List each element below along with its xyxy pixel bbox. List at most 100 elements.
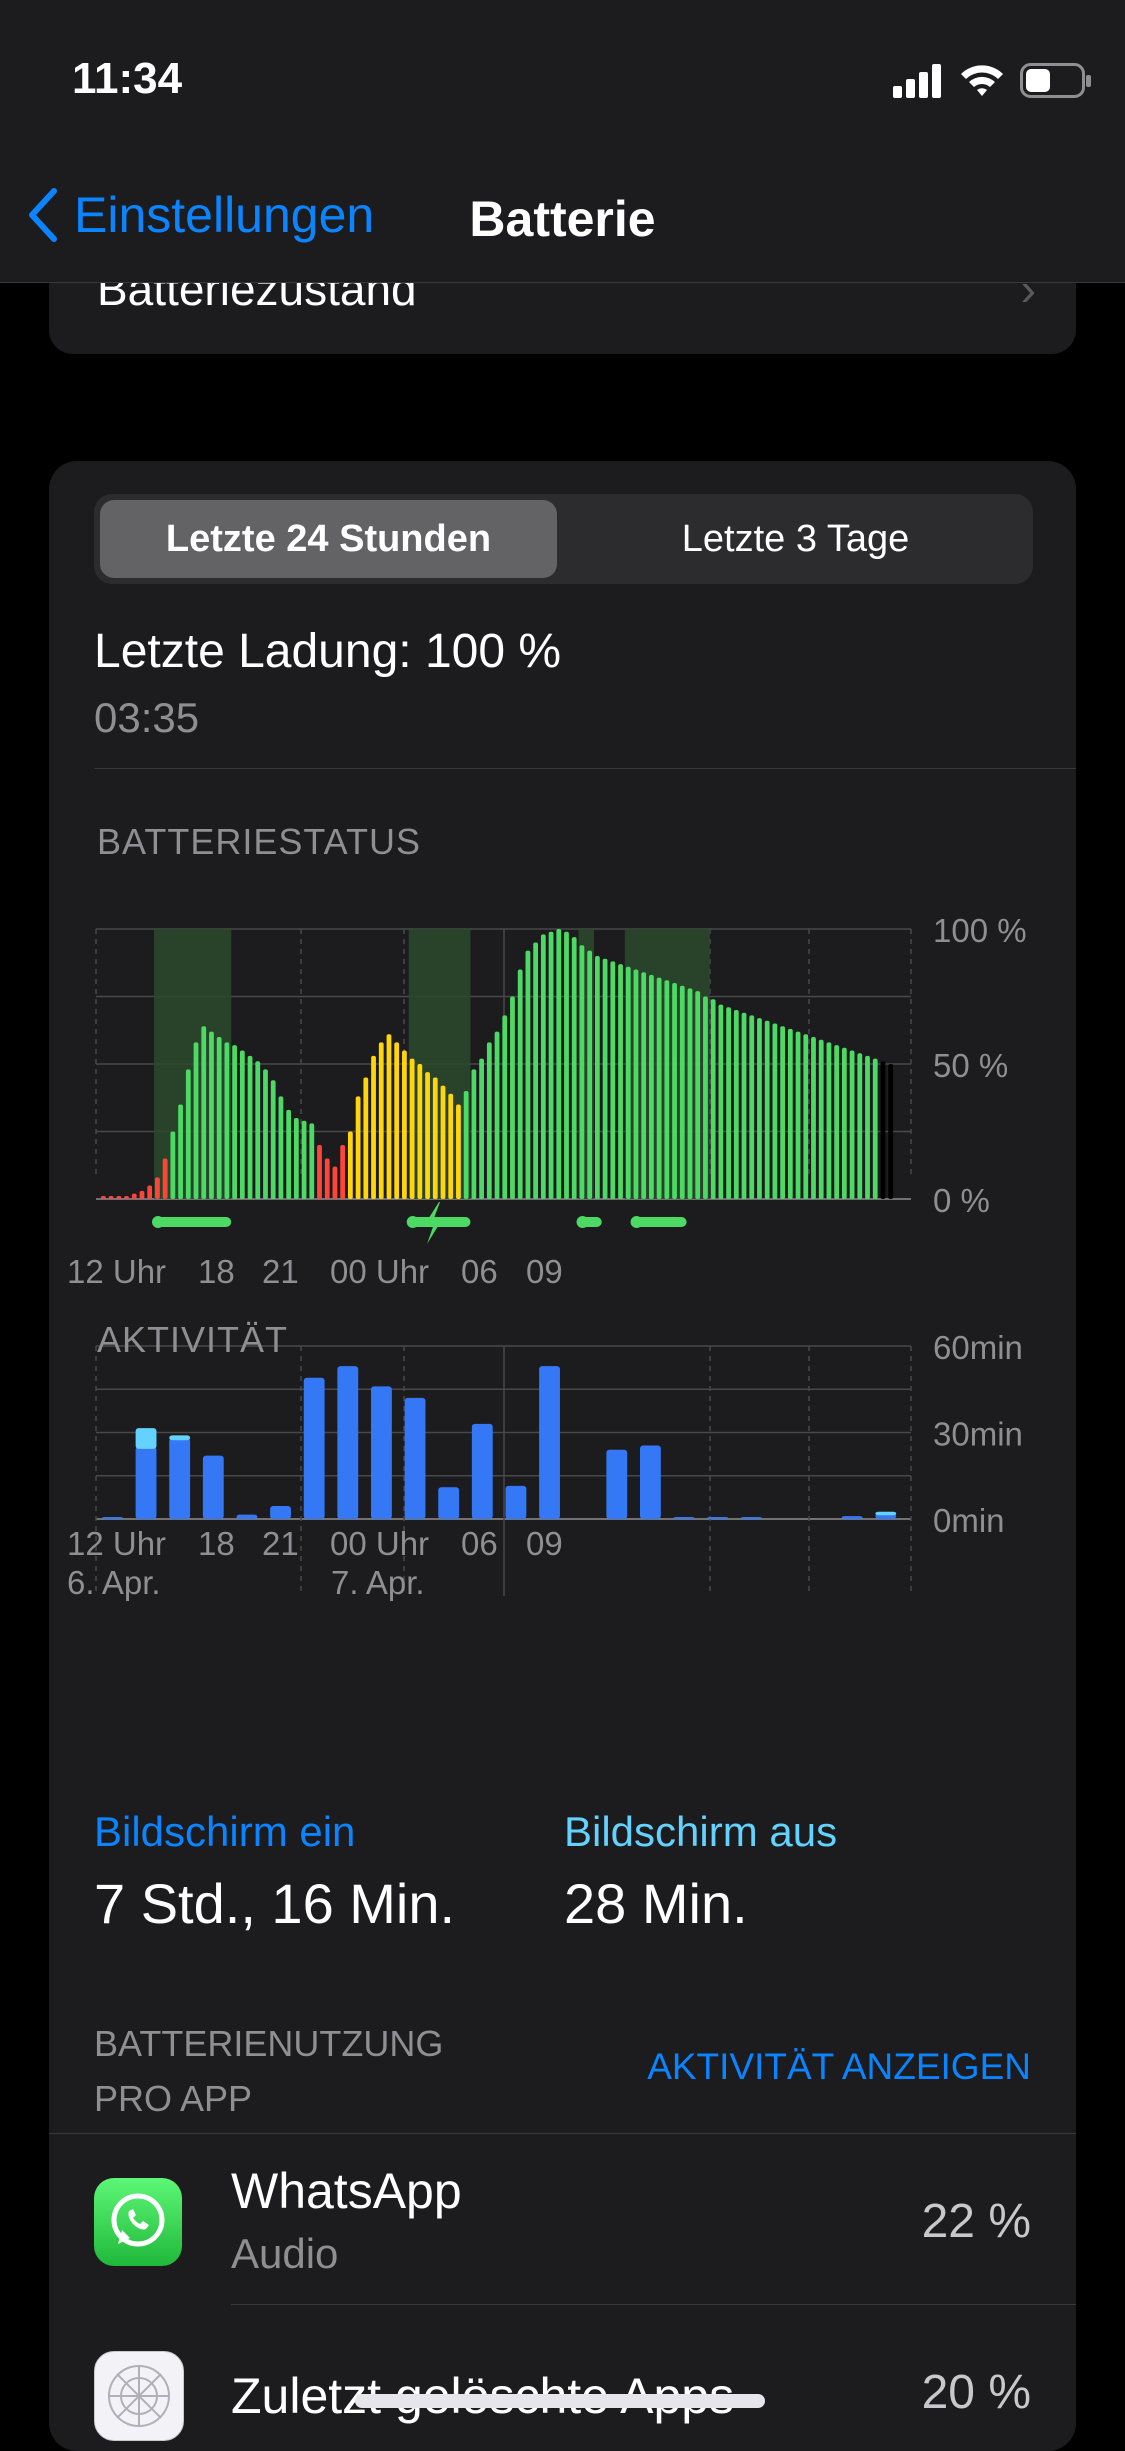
- battery-bar: [772, 1023, 778, 1199]
- battery-bar: [324, 1158, 330, 1199]
- x-tick-label: 09: [526, 1525, 563, 1562]
- battery-bar: [587, 950, 593, 1199]
- x-tick-label: 18: [198, 1253, 235, 1290]
- charging-marker-dot: [406, 1216, 419, 1228]
- divider: [94, 768, 1076, 769]
- battery-bar: [101, 1196, 106, 1199]
- battery-bar: [494, 1031, 500, 1199]
- battery-bar: [178, 1104, 183, 1199]
- battery-bar: [332, 1166, 338, 1199]
- x-tick-label: 18: [198, 1525, 235, 1562]
- battery-bar: [710, 999, 716, 1199]
- activity-bar: [707, 1517, 729, 1519]
- status-bar: 11:34: [0, 0, 1125, 150]
- battery-bar: [548, 931, 554, 1199]
- app-percent: 20 %: [921, 2366, 1031, 2419]
- battery-bar: [340, 1145, 346, 1199]
- tab-last-3-days[interactable]: Letzte 3 Tage: [681, 518, 910, 560]
- battery-bar: [378, 1042, 384, 1199]
- battery-bar: [394, 1042, 400, 1199]
- battery-bar: [787, 1028, 793, 1199]
- activity-bar: [135, 1446, 157, 1519]
- battery-bar: [347, 1131, 353, 1199]
- activity-bar: [270, 1506, 291, 1519]
- battery-bar: [425, 1072, 430, 1199]
- activity-bar-screen-off: [875, 1511, 897, 1516]
- battery-bar: [749, 1015, 755, 1199]
- screen-on-value: 7 Std., 16 Min.: [94, 1872, 456, 1935]
- clock: 11:34: [72, 54, 183, 103]
- battery-bar: [525, 950, 531, 1199]
- activity-bar: [337, 1366, 359, 1519]
- battery-bar: [116, 1196, 122, 1199]
- activity-bar: [169, 1438, 191, 1519]
- battery-bar: [139, 1190, 145, 1199]
- home-indicator[interactable]: [355, 2394, 765, 2408]
- battery-bar: [232, 1045, 237, 1199]
- charging-marker: [154, 1217, 232, 1227]
- battery-bar: [679, 985, 685, 1199]
- app-percent: 22 %: [921, 2195, 1031, 2248]
- show-activity-button[interactable]: AKTIVITÄT ANZEIGEN: [647, 2046, 1031, 2087]
- y-tick-label: 50 %: [933, 1047, 1008, 1084]
- battery-bar: [633, 969, 639, 1199]
- back-button[interactable]: Einstellungen: [26, 186, 374, 244]
- battery-bar: [618, 964, 623, 1199]
- divider: [231, 2304, 1076, 2305]
- x-tick-label: 21: [262, 1525, 299, 1562]
- app-name: WhatsApp: [231, 2163, 462, 2219]
- battery-bar: [371, 1055, 376, 1199]
- activity-bar: [505, 1485, 527, 1519]
- battery-bar: [517, 969, 523, 1199]
- battery-bar: [602, 958, 608, 1199]
- activity-bar-screen-off: [135, 1428, 157, 1449]
- battery-bar: [687, 988, 693, 1199]
- battery-bar: [309, 1123, 315, 1199]
- battery-bar: [764, 1020, 770, 1199]
- battery-bar: [579, 945, 585, 1199]
- battery-usage-card: Letzte 24 Stunden Letzte 3 Tage Letzte L…: [49, 461, 1076, 2451]
- battery-bar: [533, 942, 539, 1199]
- x-tick-label: 00 Uhr: [330, 1525, 429, 1562]
- activity-bar: [841, 1516, 863, 1519]
- battery-bar: [718, 1004, 724, 1199]
- battery-bar: [811, 1037, 816, 1199]
- x-tick-label: 06: [461, 1525, 498, 1562]
- last-charge-label: Letzte Ladung: 100 %: [94, 625, 562, 678]
- battery-bar: [594, 956, 600, 1199]
- battery-bar: [656, 977, 662, 1199]
- activity-bar: [303, 1377, 325, 1519]
- battery-bar: [471, 1069, 477, 1199]
- battery-bar: [363, 1077, 369, 1199]
- y-tick-label: 30min: [933, 1416, 1023, 1453]
- battery-bar: [131, 1193, 137, 1199]
- battery-bar: [147, 1185, 153, 1199]
- battery-bar: [293, 1118, 299, 1199]
- battery-bar: [502, 1015, 508, 1199]
- battery-bar: [726, 1007, 731, 1199]
- list-item-deleted-apps[interactable]: Zuletzt gelöschte Apps 20 %: [49, 2305, 1076, 2451]
- navigation-bar: Einstellungen Batterie: [0, 150, 1125, 283]
- x-tick-label: 00 Uhr: [330, 1253, 429, 1290]
- x-tick-label: 09: [526, 1253, 563, 1290]
- battery-bar: [448, 1093, 454, 1199]
- battery-bar: [757, 1018, 762, 1199]
- battery-bar: [185, 1069, 191, 1199]
- y-tick-label: 0 %: [933, 1182, 990, 1219]
- battery-bar: [247, 1055, 253, 1199]
- battery-bar: [278, 1096, 284, 1199]
- battery-bar: [216, 1037, 222, 1199]
- battery-bar: [317, 1145, 322, 1199]
- battery-bar: [440, 1085, 446, 1199]
- battery-bar: [263, 1069, 268, 1199]
- battery-bar: [224, 1042, 230, 1199]
- tab-last-24-hours[interactable]: Letzte 24 Stunden: [100, 500, 557, 578]
- battery-level-chart: 100 % 50 % 0 % 12 Uhr 18 21 00 Uhr 06 09 60min 30m…: [67, 912, 1027, 1601]
- battery-bar: [479, 1058, 484, 1199]
- charging-marker-dot: [152, 1216, 165, 1228]
- battery-bar: [841, 1047, 847, 1199]
- battery-icon: [1020, 63, 1091, 98]
- battery-bar: [124, 1196, 129, 1199]
- last-charge-time: 03:35: [94, 694, 200, 741]
- list-item-whatsapp[interactable]: WhatsApp Audio 22 %: [49, 2134, 1076, 2304]
